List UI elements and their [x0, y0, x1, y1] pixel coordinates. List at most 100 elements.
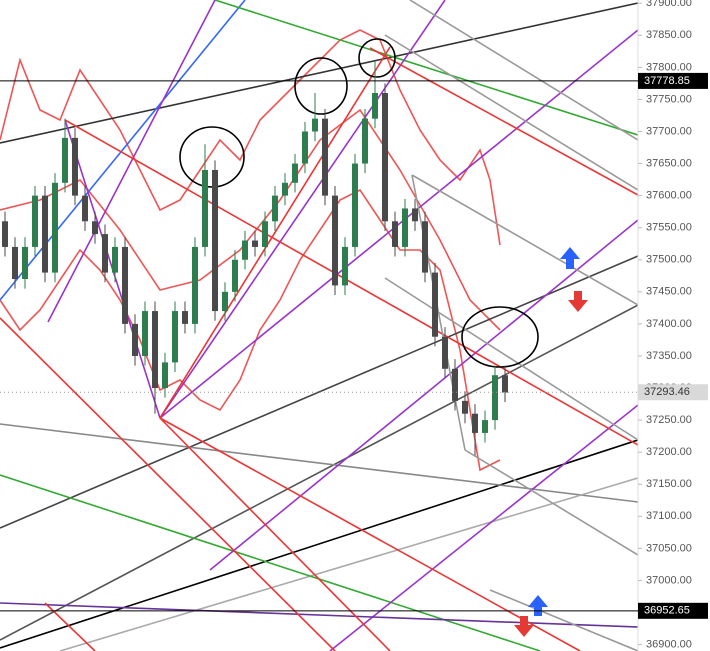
- y-tick-label: 37000.00: [646, 574, 692, 586]
- price-axis: [638, 0, 710, 651]
- candle-body: [452, 368, 458, 401]
- trend-line: [159, 417, 391, 651]
- candle-body: [62, 137, 68, 183]
- price-label: 37778.85: [644, 75, 690, 87]
- trend-line: [411, 174, 466, 451]
- trend-line: [464, 449, 639, 556]
- candle-body: [242, 240, 248, 260]
- arrow-down: [514, 616, 534, 637]
- candle-body: [322, 118, 328, 196]
- candle-body: [372, 93, 378, 119]
- highlight-circle: [461, 306, 539, 368]
- candle-body: [72, 137, 78, 196]
- candle-body: [272, 195, 278, 222]
- candle-body: [192, 246, 198, 324]
- candle-body: [182, 311, 188, 324]
- arrow-up: [528, 595, 548, 616]
- candle-body: [462, 400, 468, 414]
- y-tick-label: 37650.00: [646, 157, 692, 169]
- arrow-up: [560, 247, 580, 269]
- candle-body: [172, 311, 178, 363]
- y-tick-label: 37250.00: [646, 414, 692, 426]
- candle-body: [162, 362, 168, 389]
- trend-line: [0, 317, 336, 651]
- candle-body: [222, 291, 228, 312]
- trend-line: [0, 0, 246, 301]
- trend-line: [214, 0, 639, 136]
- trend-line: [59, 477, 639, 651]
- price-label: 37293.46: [644, 386, 690, 398]
- candle-body: [502, 375, 508, 393]
- candle-body: [302, 131, 308, 164]
- trend-line: [209, 219, 639, 571]
- trend-line: [0, 255, 639, 529]
- y-tick-label: 37500.00: [646, 254, 692, 266]
- y-tick-label: 37800.00: [646, 61, 692, 73]
- candle-body: [122, 246, 128, 324]
- y-tick-label: 37850.00: [646, 29, 692, 41]
- candle-body: [32, 195, 38, 247]
- candle-body: [2, 221, 8, 247]
- trend-line: [159, 417, 581, 651]
- candle-body: [152, 311, 158, 389]
- price-axis-labels: 37900.00 37850.00 37800.00 37750.00 37700.00…: [638, 0, 692, 650]
- y-tick-label: 37100.00: [646, 510, 692, 522]
- y-tick-label: 37600.00: [646, 190, 692, 202]
- candle-body: [262, 221, 268, 247]
- highlight-circle: [294, 57, 348, 115]
- candle-body: [402, 208, 408, 247]
- trend-line: [409, 0, 639, 141]
- y-tick-label: 37400.00: [646, 318, 692, 330]
- candle-body: [22, 246, 28, 279]
- candle-body: [92, 221, 98, 235]
- trend-line: [384, 277, 639, 441]
- trend-line: [411, 174, 639, 306]
- candle-body: [52, 182, 58, 273]
- price-label: 36952.65: [644, 605, 690, 617]
- candle-body: [132, 323, 138, 356]
- candle-body: [432, 272, 438, 337]
- drawings: [0, 0, 639, 651]
- trend-line: [369, 47, 639, 196]
- candle-body: [142, 311, 148, 356]
- price-label-box: [638, 602, 708, 619]
- trend-line: [0, 602, 639, 628]
- trend-line: [159, 46, 391, 419]
- arrow-down: [568, 291, 588, 312]
- candle-body: [472, 413, 478, 433]
- candle-body: [422, 221, 428, 273]
- y-tick-label: 37200.00: [646, 446, 692, 458]
- candle-body: [282, 182, 288, 196]
- y-tick-label: 37900.00: [646, 0, 692, 9]
- candle-body: [292, 163, 298, 183]
- trend-line: [0, 304, 639, 641]
- candle-body: [82, 195, 88, 222]
- candle-body: [442, 336, 448, 369]
- y-tick-label: 37150.00: [646, 478, 692, 490]
- candle-body: [42, 195, 48, 273]
- y-tick-label: 37700.00: [646, 125, 692, 137]
- candles: [2, 60, 508, 456]
- candle-body: [482, 420, 488, 433]
- price-label-box: [638, 72, 708, 89]
- candle-body: [342, 246, 348, 286]
- candle-body: [352, 163, 358, 247]
- trend-line: [64, 119, 639, 446]
- trend-line: [47, 0, 216, 323]
- candle-body: [362, 118, 368, 164]
- trend-line: [0, 423, 639, 503]
- candle-body: [332, 195, 338, 286]
- trend-line: [0, 474, 541, 651]
- y-tick-label: 37350.00: [646, 350, 692, 362]
- highlight-circle: [358, 38, 396, 78]
- y-tick-label: 37550.00: [646, 222, 692, 234]
- trend-line: [384, 34, 639, 191]
- candle-body: [392, 221, 398, 247]
- candle-body: [412, 208, 418, 222]
- trend-line: [44, 602, 96, 651]
- y-tick-label: 37050.00: [646, 542, 692, 554]
- candle-body: [112, 246, 118, 273]
- candle-body: [312, 118, 318, 132]
- trend-line: [0, 439, 639, 649]
